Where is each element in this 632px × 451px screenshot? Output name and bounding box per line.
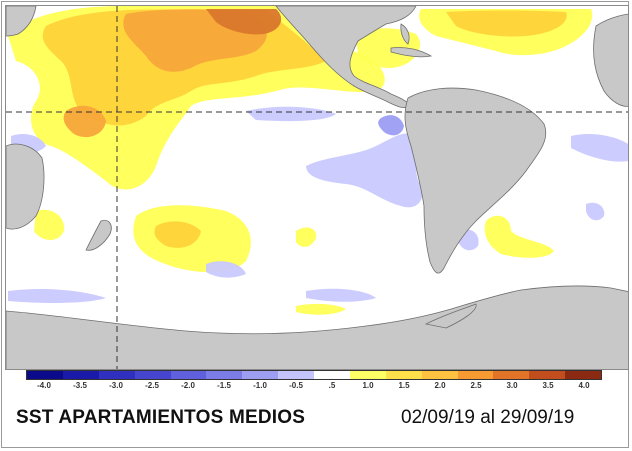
florida-peninsula <box>400 23 410 45</box>
southeast-pacific-warm-spot <box>296 227 317 247</box>
legend-tick-label: 3.5 <box>542 381 554 390</box>
legend-tick-label: -2.0 <box>181 381 195 390</box>
legend-swatch <box>134 371 171 379</box>
central-pacific-warm-spot <box>63 105 106 138</box>
new-zealand-island <box>85 219 112 251</box>
south-pacific-cool-spot <box>206 261 246 278</box>
legend-swatch <box>62 371 99 379</box>
legend-swatch <box>27 371 63 379</box>
north-america-landmass <box>275 6 417 109</box>
south-atlantic-cool-band <box>571 133 628 162</box>
color-scale-legend: -4.0 -3.5 -3.0 -2.5 -2.0 -1.5 -1.0 -0.5 .5 1.0 1.5… <box>26 370 602 394</box>
legend-swatch <box>98 371 135 379</box>
legend-tick-label: 4.0 <box>578 381 590 390</box>
legend-tick-label: -1.0 <box>253 381 267 390</box>
north-pacific-hot-core <box>206 9 282 35</box>
map-canvas <box>6 6 628 369</box>
land-layer <box>6 6 628 369</box>
south-pacific-mid-spot <box>154 221 201 248</box>
australia-landmass <box>6 143 45 230</box>
cuba-island <box>390 47 433 58</box>
west-pacific-warm-band <box>34 209 65 241</box>
legend-swatch <box>170 371 207 379</box>
southern-ocean-cool-strip-mid <box>306 288 376 302</box>
sst-anomaly-map <box>5 5 629 370</box>
legend-swatch <box>385 371 422 379</box>
south-america-landmass <box>404 87 547 274</box>
legend-swatch <box>421 371 458 379</box>
africa-landmass <box>593 13 628 107</box>
legend-swatch <box>529 371 566 379</box>
legend-swatch <box>493 371 530 379</box>
legend-tick-label: 1.5 <box>398 381 410 390</box>
legend-swatch <box>242 371 279 379</box>
equatorial-cool-streak <box>246 106 336 122</box>
asia-landmass <box>6 6 37 37</box>
south-atlantic-warm-patch <box>484 215 554 258</box>
legend-swatches <box>26 370 602 380</box>
legend-tick-label: -0.5 <box>289 381 303 390</box>
caption-title: SST APARTAMIENTOS MEDIOS <box>16 407 306 428</box>
antarctic-peninsula <box>424 303 477 329</box>
legend-tick-label: -2.5 <box>145 381 159 390</box>
peru-coast-cool-core <box>378 115 404 136</box>
legend-tick-label: -4.0 <box>37 381 51 390</box>
legend-tick-label: 1.0 <box>362 381 374 390</box>
legend-swatch <box>457 371 494 379</box>
caption-date-range: 02/09/19 al 29/09/19 <box>401 407 575 428</box>
southern-ocean-cool-strip-west <box>8 288 106 303</box>
legend-swatch <box>349 371 386 379</box>
legend-tick-labels: -4.0 -3.5 -3.0 -2.5 -2.0 -1.5 -1.0 -0.5 .5 1.0 1.5… <box>26 381 602 393</box>
southern-ocean-warm-strip <box>296 303 346 315</box>
legend-tick-label: -1.5 <box>217 381 231 390</box>
south-atlantic-cool-spot <box>586 202 605 221</box>
legend-swatch <box>565 371 601 379</box>
north-atlantic-mid-patch <box>446 10 567 37</box>
east-equatorial-pacific-cool-patch <box>306 133 423 208</box>
legend-swatch <box>206 371 243 379</box>
legend-tick-label: .5 <box>328 381 336 390</box>
legend-swatch <box>278 371 314 379</box>
reference-lines <box>6 6 628 369</box>
legend-tick-label: -3.5 <box>73 381 87 390</box>
legend-tick-label: -3.0 <box>109 381 123 390</box>
legend-tick-label: 2.0 <box>434 381 446 390</box>
legend-tick-label: 2.5 <box>470 381 482 390</box>
legend-swatch <box>314 371 350 379</box>
figure-caption: SST APARTAMIENTOS MEDIOS 02/09/19 al 29/… <box>16 407 616 437</box>
legend-tick-label: 3.0 <box>506 381 518 390</box>
